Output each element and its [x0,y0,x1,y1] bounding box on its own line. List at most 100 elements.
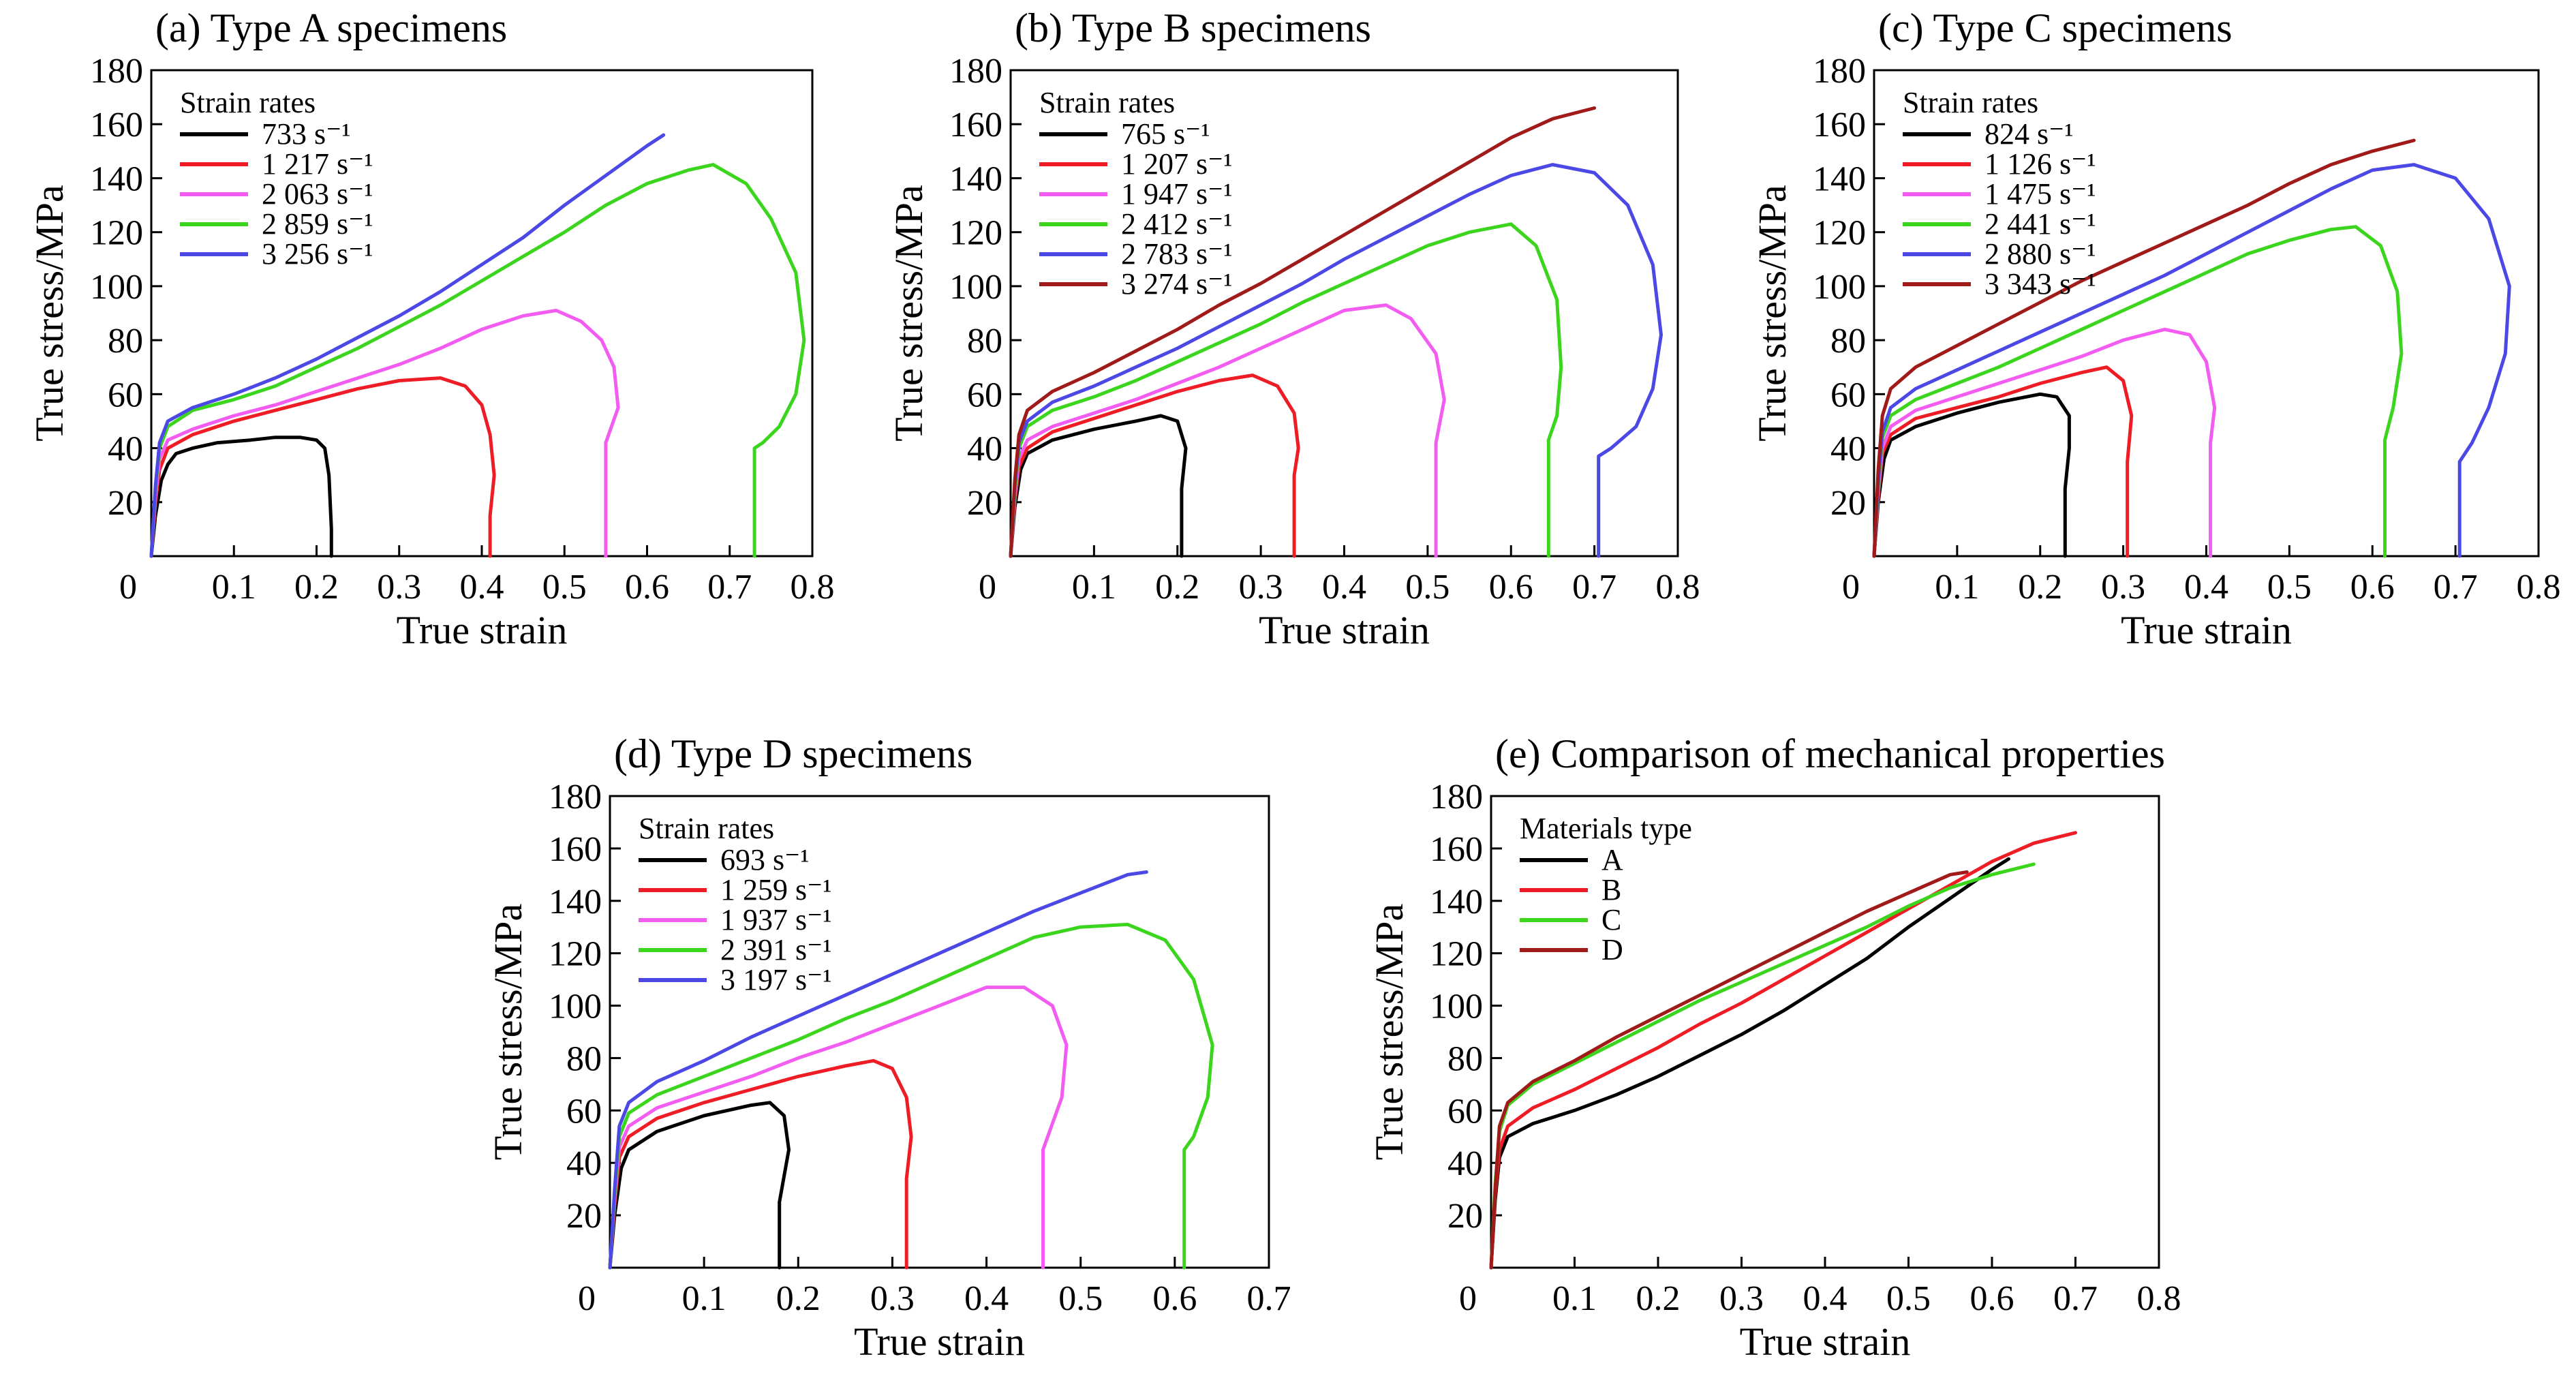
x-tick-label: 0.8 [1656,568,1700,607]
plot-frame [150,69,814,558]
y-tick-label: 20 [108,484,143,523]
series-line-2 [1489,862,2036,1270]
x-tick-label: 0 [1459,1279,1477,1318]
y-tick-label: 60 [1447,1092,1483,1131]
x-tick-label: 0.1 [682,1279,726,1318]
x-tick-label: 0.1 [1552,1279,1597,1318]
legend-entry: 693 s⁻¹ [720,843,810,876]
legend-entry: 2 412 s⁻¹ [1121,207,1233,241]
x-tick-label: 0.7 [707,568,752,607]
x-tick-label: 0.7 [1247,1279,1291,1318]
y-tick-label: 160 [949,106,1002,144]
series-line-2 [1009,303,1446,558]
y-tick-label: 180 [1430,778,1483,816]
plot-frame [1009,69,1679,558]
legend-entry: 3 256 s⁻¹ [262,237,373,271]
legend-entry: 1 126 s⁻¹ [1984,147,2096,181]
x-axis-label: True strain [854,1319,1025,1364]
series-line-1 [1489,831,2077,1270]
y-tick-label: 80 [1830,322,1866,361]
y-tick-label: 40 [1830,430,1866,469]
series-line-1 [149,376,496,558]
y-tick-label: 80 [1447,1039,1483,1078]
y-axis-label: True stress/MPa [1367,904,1411,1161]
y-tick-label: 120 [1430,935,1483,974]
y-tick-label: 60 [566,1092,602,1131]
y-tick-label: 140 [949,159,1002,198]
x-axis-label: True strain [1259,608,1430,652]
legend-title: Strain rates [180,86,316,119]
y-axis-label: True stress/MPa [887,185,931,442]
series-line-2 [149,309,620,558]
y-tick-label: 120 [949,214,1002,253]
x-tick-label: 0.7 [2434,568,2478,607]
legend-title: Strain rates [639,812,774,845]
x-tick-label: 0.5 [2267,568,2312,607]
x-tick-label: 0.3 [2101,568,2145,607]
x-tick-label: 0.8 [2517,568,2561,607]
series-line-1 [608,1058,913,1270]
y-tick-label: 40 [1447,1144,1483,1183]
legend-entry: A [1601,843,1623,876]
y-tick-label: 80 [108,322,143,361]
x-tick-label: 0 [979,568,996,607]
legend-entry: C [1601,903,1621,936]
x-tick-label: 0.6 [1970,1279,2014,1318]
y-tick-label: 180 [1813,52,1866,91]
y-tick-label: 80 [566,1039,602,1078]
x-tick-label: 0.5 [542,568,587,607]
y-tick-label: 140 [549,883,602,921]
x-tick-label: 0.4 [2184,568,2228,607]
panel-title: (b) Type B specimens [1015,5,1371,50]
x-tick-label: 0.2 [1155,568,1199,607]
series-line-1 [1009,373,1300,558]
x-tick-label: 0.4 [1803,1279,1847,1318]
x-axis-label: True strain [397,608,568,652]
series-line-4 [1009,163,1663,558]
legend-entry: 2 859 s⁻¹ [262,207,373,241]
x-tick-label: 0.6 [1489,568,1533,607]
series-line-3 [1489,870,1969,1270]
y-axis-label: True stress/MPa [486,904,530,1161]
x-tick-label: 0.2 [1636,1279,1681,1318]
x-tick-label: 0.4 [964,1279,1009,1318]
panel-title: (d) Type D specimens [614,731,972,776]
series-line-2 [608,986,1069,1270]
series-line-0 [1009,414,1188,558]
x-tick-label: 0.4 [460,568,504,607]
x-tick-label: 0 [578,1279,596,1318]
legend-title: Materials type [1520,812,1692,845]
plot-frame [1873,69,2540,558]
series-line-0 [149,436,333,558]
legend-entry: 3 343 s⁻¹ [1984,267,2096,301]
series-line-4 [149,133,666,558]
y-tick-label: 160 [549,830,602,869]
chart-panel-2: (c) Type C specimens 0 0.1 0.2 0.3 0.4 0.5 0.6 0… [1750,5,2561,652]
legend-entry: 2 391 s⁻¹ [720,933,832,966]
x-tick-label: 0.7 [1572,568,1616,607]
x-tick-label: 0.8 [791,568,835,607]
x-tick-label: 0.1 [1935,568,1979,607]
y-tick-label: 100 [949,268,1002,307]
y-tick-label: 140 [1813,159,1866,198]
panel-title: (a) Type A specimens [155,5,507,50]
x-tick-label: 0.2 [776,1279,821,1318]
chart-panel-4: (e) Comparison of mechanical properties 0… [1367,731,2181,1364]
x-tick-label: 0.6 [1152,1279,1197,1318]
series-line-2 [1872,327,2217,558]
series-line-1 [1872,365,2134,558]
x-tick-label: 0.2 [2018,568,2062,607]
legend-entry: 1 259 s⁻¹ [720,873,832,906]
legend-entry: 1 947 s⁻¹ [1121,177,1233,211]
y-tick-label: 60 [967,376,1002,414]
x-tick-label: 0 [119,568,137,607]
legend-entry: 2 441 s⁻¹ [1984,207,2096,241]
legend-entry: 733 s⁻¹ [262,117,351,151]
y-tick-label: 20 [566,1197,602,1236]
series-line-3 [608,922,1214,1270]
series-line-3 [1872,225,2404,558]
y-tick-label: 80 [967,322,1002,361]
y-tick-label: 20 [1447,1197,1483,1236]
legend-entry: 824 s⁻¹ [1984,117,2074,151]
